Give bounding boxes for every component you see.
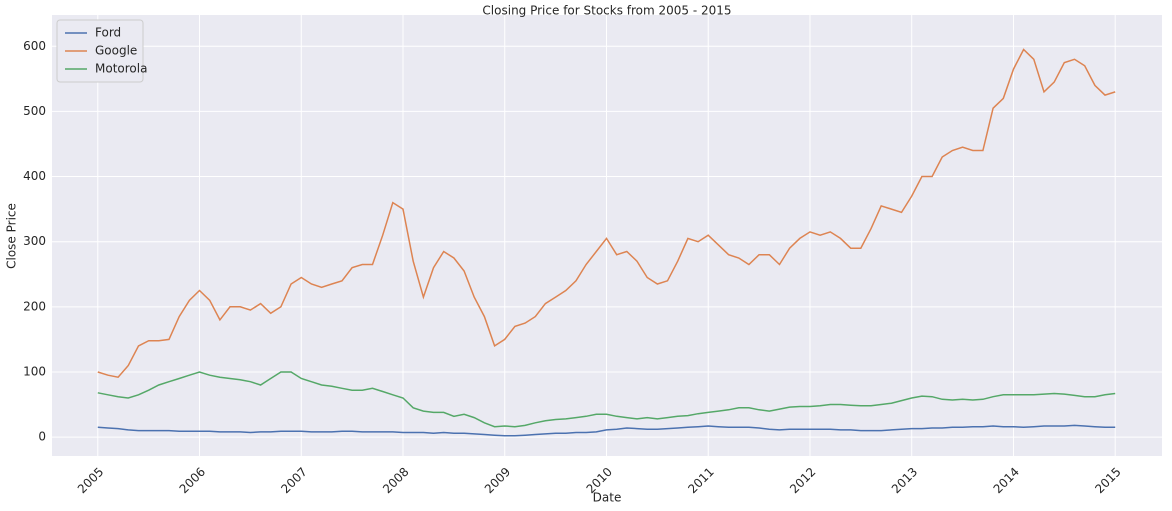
chart-title: Closing Price for Stocks from 2005 - 201… <box>482 4 731 18</box>
series-line <box>97 48 1116 379</box>
legend-label: Google <box>95 44 137 58</box>
series-line <box>97 371 1116 428</box>
x-tick-label: 2009 <box>482 465 513 496</box>
x-tick-label: 2006 <box>177 465 208 496</box>
y-tick-label: 100 <box>23 364 46 378</box>
x-tick-label: 2007 <box>278 465 309 496</box>
x-tick-label: 2012 <box>787 465 818 496</box>
legend-box <box>56 19 144 83</box>
y-tick-label: 400 <box>23 169 46 183</box>
y-tick-label: 600 <box>23 39 46 53</box>
x-tick-label: 2013 <box>889 465 920 496</box>
legend-label: Ford <box>95 26 121 40</box>
series-line <box>97 424 1116 437</box>
y-tick-label: 300 <box>23 234 46 248</box>
y-axis-label: Close Price <box>5 203 19 269</box>
x-axis-label: Date <box>593 491 622 505</box>
plot-area <box>52 15 1162 456</box>
legend-label: Motorola <box>95 62 147 76</box>
x-tick-label: 2011 <box>685 465 716 496</box>
y-tick-label: 200 <box>23 299 46 313</box>
x-tick-label: 2005 <box>75 465 106 496</box>
y-tick-label: 0 <box>38 430 46 444</box>
x-tick-label: 2008 <box>380 465 411 496</box>
x-tick-label: 2015 <box>1092 465 1123 496</box>
x-tick-label: 2014 <box>991 465 1022 496</box>
y-tick-label: 500 <box>23 104 46 118</box>
